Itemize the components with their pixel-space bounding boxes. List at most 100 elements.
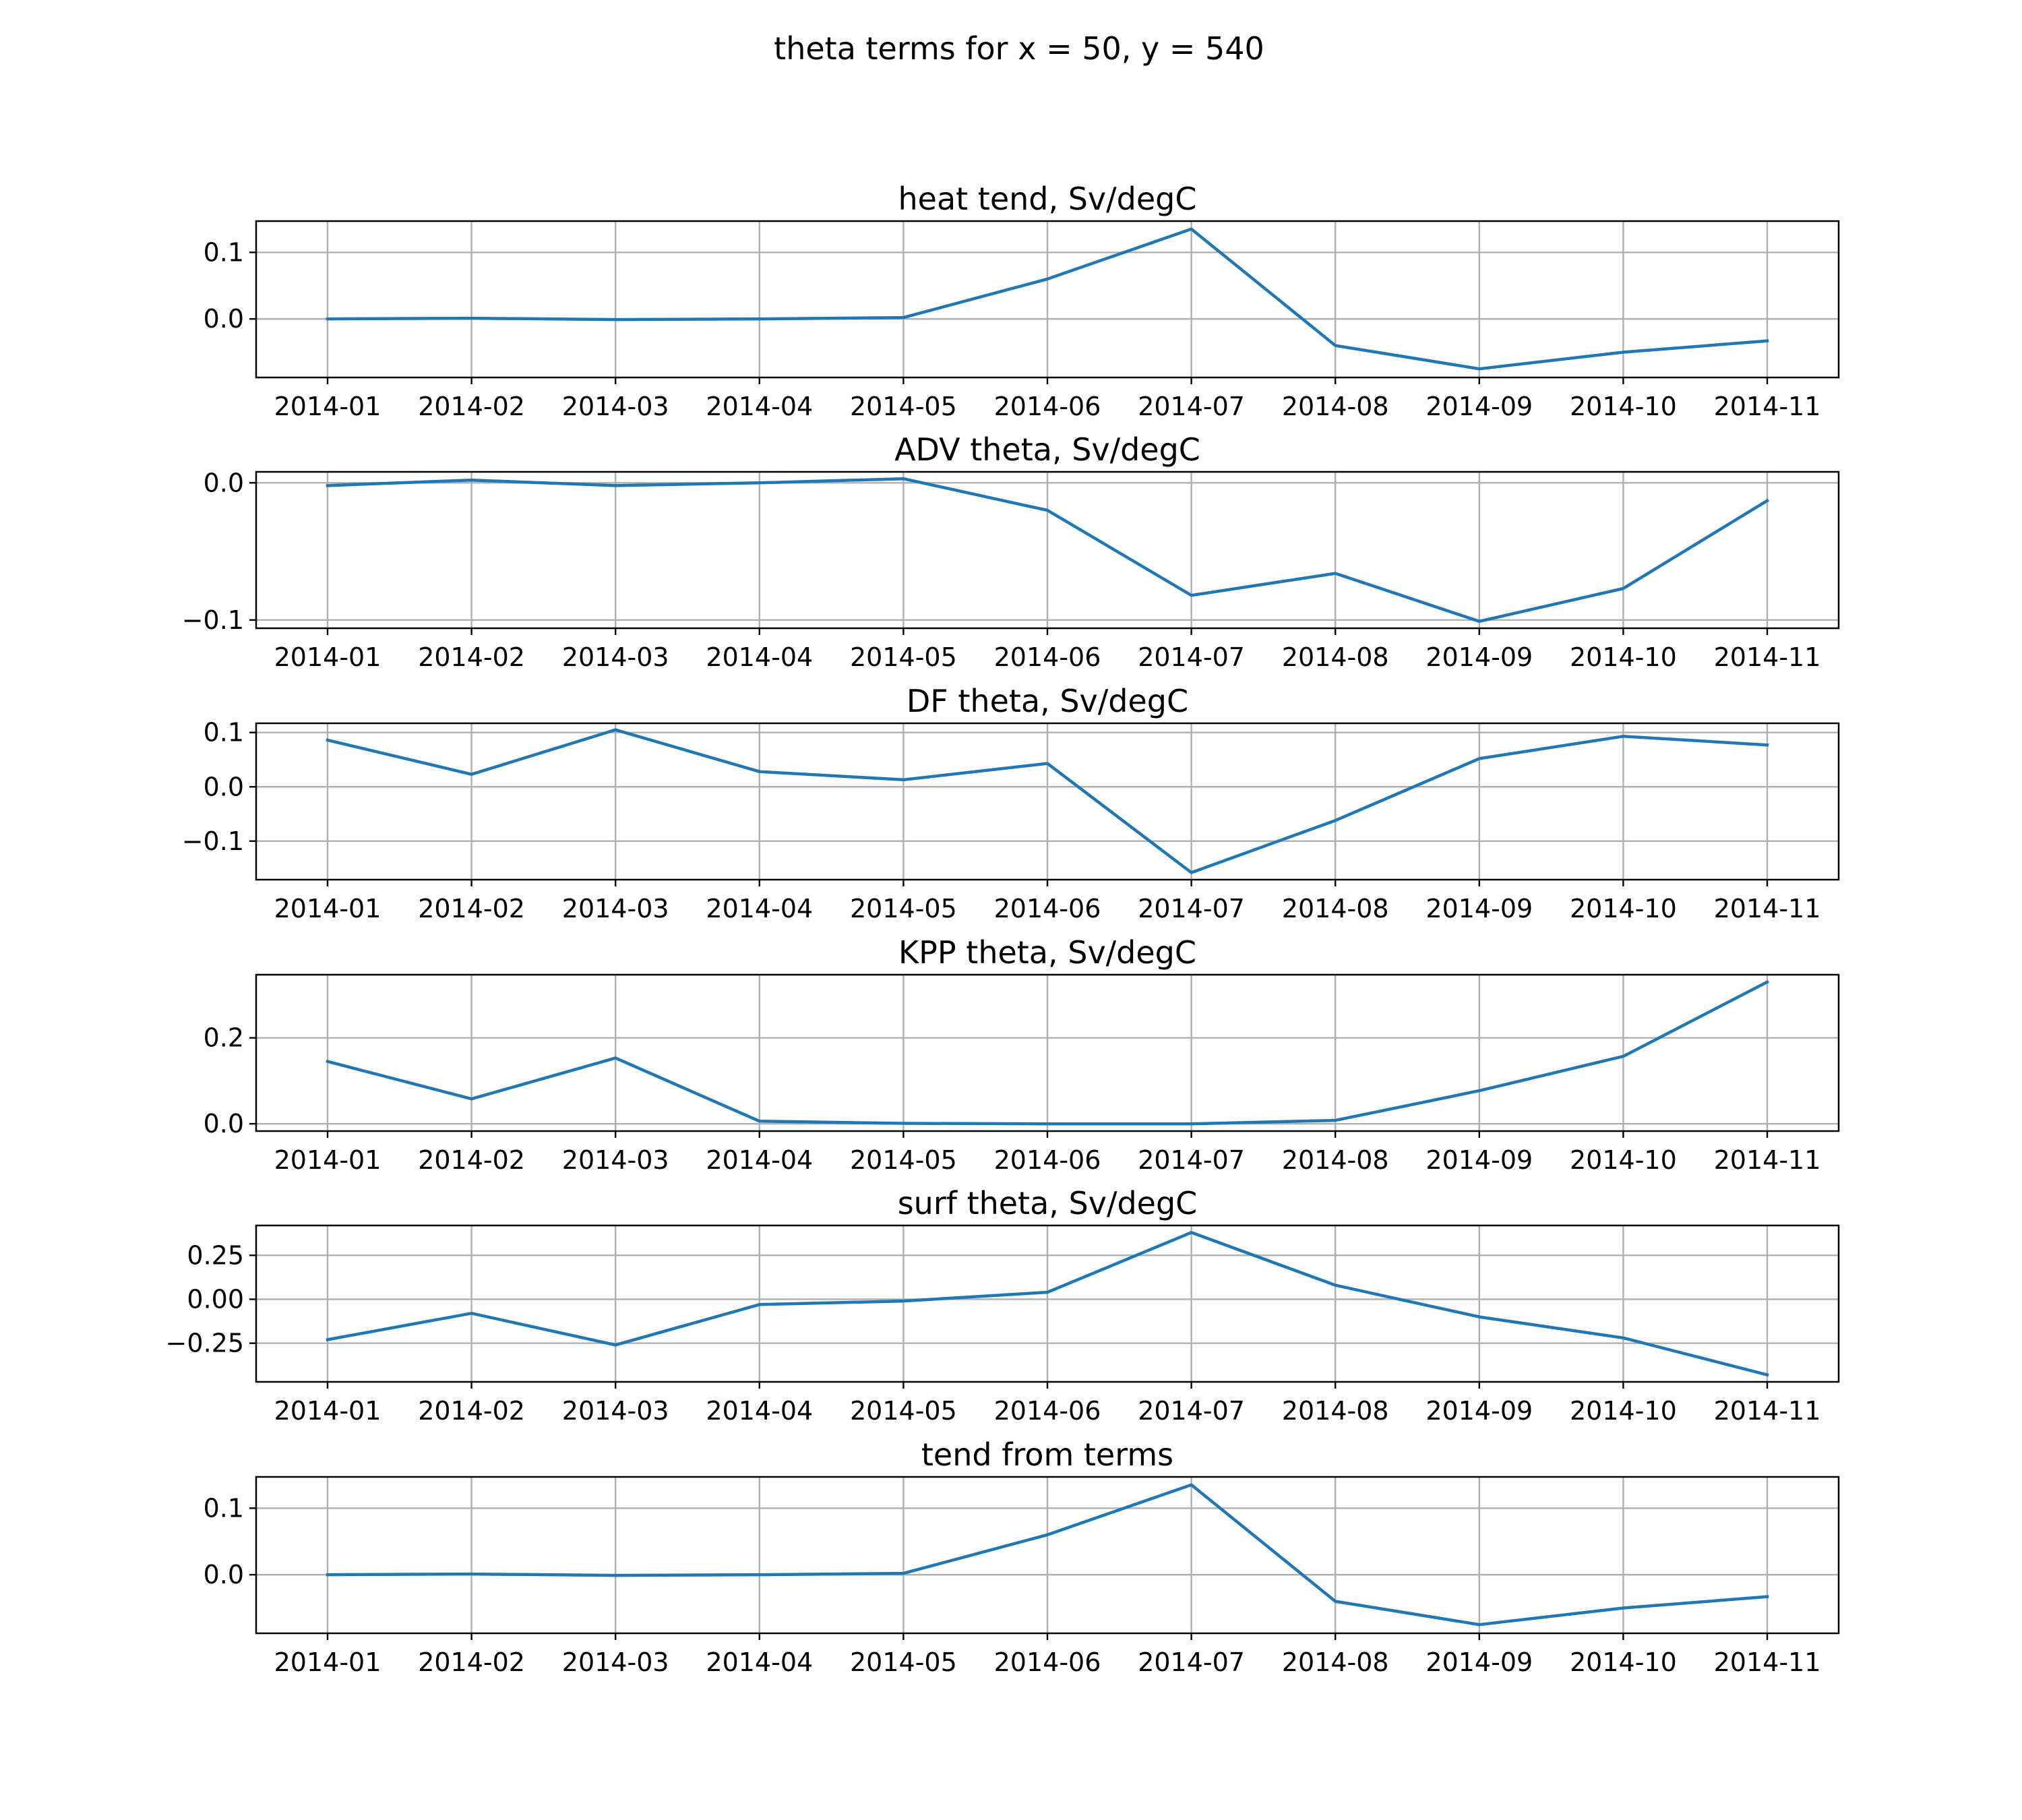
x-tick-label: 2014-08: [1282, 1396, 1389, 1426]
y-tick-label: −0.25: [166, 1329, 244, 1358]
x-tick-label: 2014-04: [706, 1145, 813, 1175]
series-line: [326, 1231, 1769, 1377]
x-tick-label: 2014-04: [706, 642, 813, 672]
y-tick-label: 0.1: [204, 718, 244, 748]
x-tick-label: 2014-10: [1570, 1396, 1677, 1426]
x-tick-label: 2014-03: [562, 1396, 669, 1426]
axes-frame: [255, 471, 1840, 630]
x-tick-label: 2014-07: [1138, 894, 1245, 923]
x-tick-label: 2014-11: [1714, 894, 1821, 923]
x-tick-label: 2014-09: [1426, 1647, 1533, 1677]
x-tick-label: 2014-04: [706, 894, 813, 923]
series-line: [326, 227, 1769, 371]
subplot-title: surf theta, Sv/degC: [898, 1185, 1198, 1221]
y-tick-label: 0.25: [187, 1240, 244, 1270]
x-tick-label: 2014-03: [562, 392, 669, 421]
subplot-5: surf theta, Sv/degC 2014-01 2014-02 2014-03…: [166, 1185, 1840, 1426]
x-tick-label: 2014-02: [418, 1647, 525, 1677]
series-line: [326, 1483, 1769, 1627]
series-line: [326, 979, 1770, 1126]
y-tick-label: 0.0: [204, 1109, 244, 1139]
subplot-title: ADV theta, Sv/degC: [894, 431, 1200, 468]
x-tick-label: 2014-06: [994, 1145, 1101, 1175]
axes-frame: [255, 1476, 1840, 1635]
y-tick-label: −0.1: [182, 826, 244, 856]
x-tick-label: 2014-02: [418, 894, 525, 923]
x-tick-label: 2014-02: [418, 642, 525, 672]
y-tick-label: 0.0: [204, 772, 244, 801]
x-tick-label: 2014-06: [994, 894, 1101, 923]
subplot-title: heat tend, Sv/degC: [898, 181, 1197, 217]
axes-frame: [255, 973, 1840, 1132]
x-tick-label: 2014-01: [274, 1396, 381, 1426]
subplot-3: DF theta, Sv/degC 2014-01 2014-02 2014-03 20…: [182, 683, 1840, 923]
x-tick-label: 2014-11: [1714, 1647, 1821, 1677]
subplot-2: ADV theta, Sv/degC 2014-01 2014-02 2014-03 2…: [182, 431, 1840, 672]
x-tick-label: 2014-03: [562, 642, 669, 672]
subplot-title: DF theta, Sv/degC: [907, 683, 1188, 719]
x-tick-label: 2014-04: [706, 1647, 813, 1677]
x-tick-label: 2014-11: [1714, 642, 1821, 672]
x-tick-label: 2014-01: [274, 1647, 381, 1677]
y-tick-label: 0.00: [187, 1284, 244, 1314]
x-tick-label: 2014-03: [562, 894, 669, 923]
series-line: [326, 728, 1769, 874]
x-tick-label: 2014-01: [274, 1145, 381, 1175]
x-tick-label: 2014-07: [1138, 1145, 1245, 1175]
x-tick-label: 2014-08: [1282, 1145, 1389, 1175]
y-tick-label: 0.0: [204, 304, 244, 334]
x-tick-label: 2014-05: [850, 894, 957, 923]
y-tick-label: 0.0: [204, 468, 244, 497]
subplot-title: tend from terms: [921, 1436, 1173, 1473]
x-tick-label: 2014-08: [1282, 642, 1389, 672]
x-tick-label: 2014-08: [1282, 1647, 1389, 1677]
x-tick-label: 2014-04: [706, 1396, 813, 1426]
axes-frame: [255, 1224, 1840, 1383]
x-tick-label: 2014-05: [850, 1145, 957, 1175]
subplot-1: heat tend, Sv/degC 2014-01 2014-02 2014-03 2…: [204, 181, 1840, 421]
y-tick-label: −0.1: [182, 605, 244, 635]
x-tick-label: 2014-05: [850, 1396, 957, 1426]
x-tick-label: 2014-09: [1426, 642, 1533, 672]
x-tick-label: 2014-04: [706, 392, 813, 421]
x-tick-label: 2014-09: [1426, 1396, 1533, 1426]
subplot-title: KPP theta, Sv/degC: [898, 934, 1196, 971]
subplot-6: tend from terms 2014-01 2014-02 2014-03 2014…: [204, 1436, 1840, 1677]
y-tick-label: 0.1: [204, 1493, 244, 1523]
figure-title: theta terms for x = 50, y = 540: [774, 30, 1264, 67]
subplot-4: KPP theta, Sv/degC 2014-01 2014-02 2014-03 2…: [204, 934, 1840, 1175]
x-tick-label: 2014-07: [1138, 642, 1245, 672]
x-tick-label: 2014-10: [1570, 1145, 1677, 1175]
x-tick-label: 2014-03: [562, 1145, 669, 1175]
x-tick-label: 2014-01: [274, 392, 381, 421]
x-tick-label: 2014-09: [1426, 894, 1533, 923]
x-tick-label: 2014-07: [1138, 392, 1245, 421]
axes-frame: [255, 220, 1840, 379]
x-tick-label: 2014-01: [274, 642, 381, 672]
x-tick-label: 2014-01: [274, 894, 381, 923]
y-tick-label: 0.2: [204, 1023, 244, 1053]
x-tick-label: 2014-10: [1570, 392, 1677, 421]
x-tick-label: 2014-02: [418, 1145, 525, 1175]
x-tick-label: 2014-07: [1138, 1396, 1245, 1426]
x-tick-label: 2014-02: [418, 392, 525, 421]
x-tick-label: 2014-11: [1714, 392, 1821, 421]
x-tick-label: 2014-11: [1714, 1396, 1821, 1426]
x-tick-label: 2014-05: [850, 392, 957, 421]
x-tick-label: 2014-09: [1426, 1145, 1533, 1175]
x-tick-label: 2014-06: [994, 1396, 1101, 1426]
axes-frame: [255, 722, 1840, 881]
y-tick-label: 0.0: [204, 1560, 244, 1589]
x-tick-label: 2014-06: [994, 1647, 1101, 1677]
x-tick-label: 2014-10: [1570, 1647, 1677, 1677]
x-tick-label: 2014-09: [1426, 392, 1533, 421]
x-tick-label: 2014-10: [1570, 642, 1677, 672]
x-tick-label: 2014-02: [418, 1396, 525, 1426]
x-tick-label: 2014-11: [1714, 1145, 1821, 1175]
x-tick-label: 2014-07: [1138, 1647, 1245, 1677]
x-tick-label: 2014-06: [994, 642, 1101, 672]
x-tick-label: 2014-10: [1570, 894, 1677, 923]
x-tick-label: 2014-08: [1282, 392, 1389, 421]
